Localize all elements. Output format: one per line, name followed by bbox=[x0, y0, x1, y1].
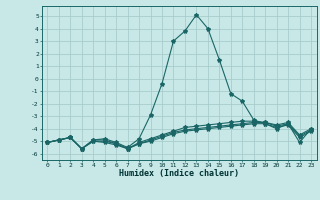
X-axis label: Humidex (Indice chaleur): Humidex (Indice chaleur) bbox=[119, 169, 239, 178]
